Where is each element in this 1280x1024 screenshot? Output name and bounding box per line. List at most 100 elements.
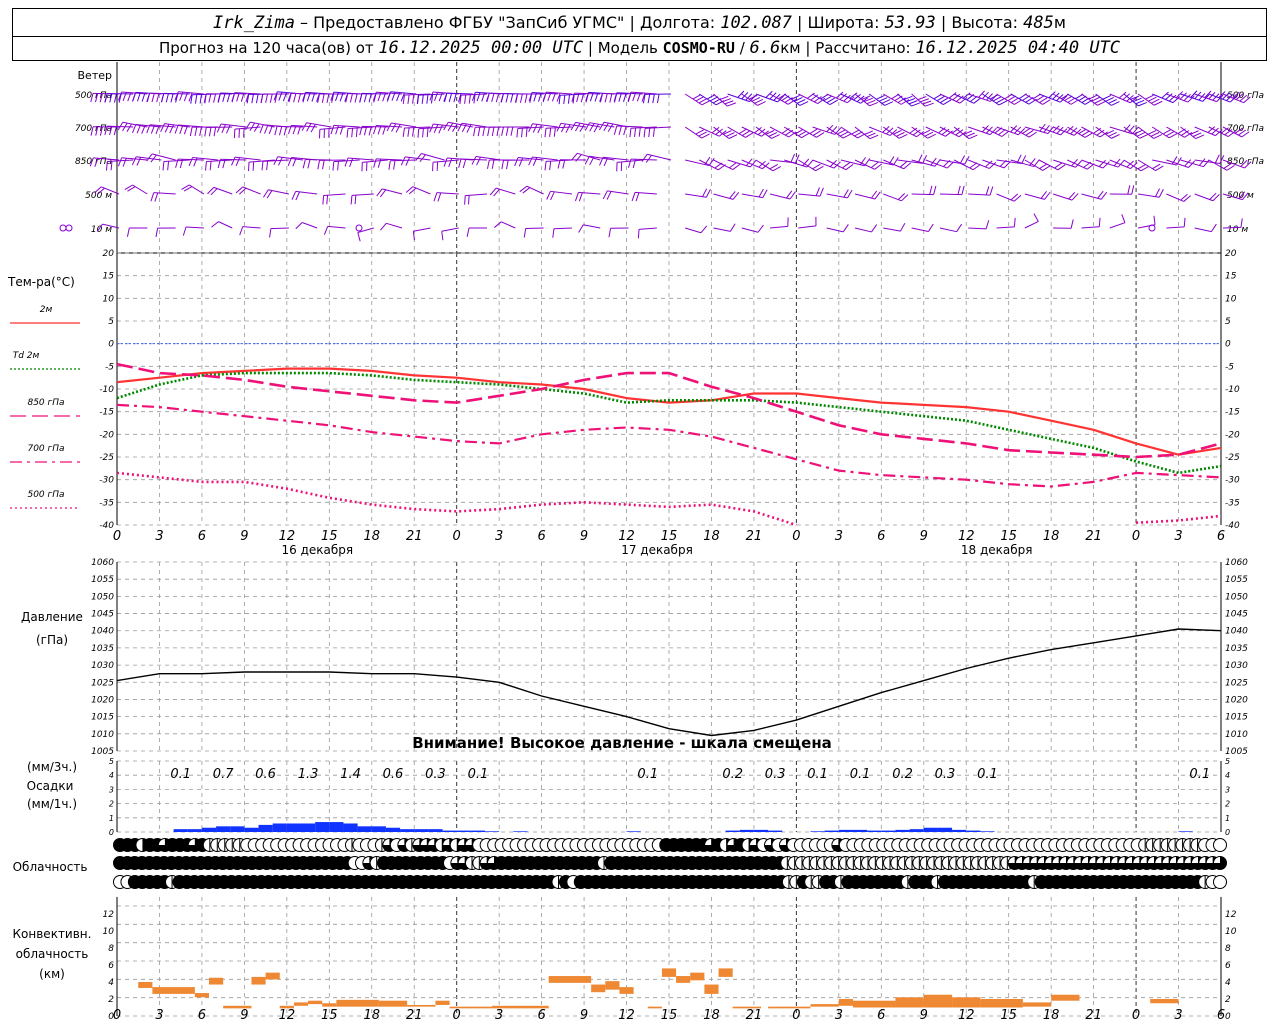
wind-barb-feather (893, 157, 899, 166)
wind-barb (177, 158, 204, 161)
wind-barb-feather (528, 92, 533, 102)
wind-barb-feather (99, 126, 103, 136)
conv-bar (251, 976, 266, 985)
wind-barb-feather (870, 190, 878, 199)
wind-barb-feather (363, 93, 368, 103)
wind-barb-feather (930, 157, 937, 166)
wind-barb-feather (322, 160, 325, 170)
wind-barb-feather (1165, 93, 1173, 100)
wind-barb-feather (238, 187, 247, 195)
cloud-title: Облачность (13, 860, 88, 874)
wind-barb-feather (945, 130, 953, 137)
wind-barb-feather (199, 126, 202, 137)
wind-barb (1038, 159, 1059, 171)
model-label: Модель (597, 39, 658, 57)
wind-barb-feather (830, 126, 838, 134)
wind-barb-feather (538, 92, 542, 102)
wind-barb-feather (239, 226, 244, 236)
wind-barb-feather (437, 192, 442, 202)
wind-barb (102, 223, 120, 229)
wind-barb-feather (181, 184, 190, 190)
wind-barbs (59, 90, 1252, 242)
y-tick-label-left: 1015 (91, 713, 114, 723)
wind-barb-feather (1007, 95, 1016, 102)
wind-barb-feather (357, 232, 361, 242)
y-tick-label-left: 1025 (91, 678, 114, 688)
wind-barb-feather (847, 96, 855, 104)
wind-barb-feather (1029, 158, 1036, 166)
wind-barb-feather (210, 188, 218, 196)
wind-barb-feather (871, 224, 878, 233)
wind-barb-feather (1137, 163, 1147, 170)
wind-barb-feather (221, 124, 226, 134)
wind-barb-feather (307, 159, 311, 169)
wind-barb (327, 225, 346, 229)
wind-barb-feather (311, 92, 316, 102)
wind-barb-feather (933, 93, 942, 100)
wind-barb (218, 221, 233, 229)
legend-label: 500 гПа (27, 490, 64, 500)
wind-barb-feather (706, 94, 716, 100)
wind-barb-feather (1168, 94, 1177, 102)
y-tick-label-right: 1040 (1225, 627, 1248, 637)
wind-barb-feather (579, 123, 585, 133)
wind-barb-feather (1140, 165, 1150, 172)
precip-3h-label: 0.2 (892, 767, 913, 782)
wind-barb-feather (317, 160, 320, 170)
wind-barb-feather (576, 93, 580, 103)
wind-barb-feather (124, 184, 133, 190)
wind-barb (583, 224, 601, 229)
wind-barb-feather (448, 93, 453, 103)
wind-barb-feather (288, 93, 292, 103)
wind-level-label-left: 700 гПа (75, 124, 112, 134)
wind-barb-feather (732, 163, 741, 170)
wind-barb-feather (988, 162, 997, 169)
wind-barb-feather (1035, 95, 1045, 102)
wind-barb-feather (141, 125, 146, 134)
wind-barb-feather (901, 194, 909, 202)
wind-barb-feather (567, 94, 570, 104)
wind-barb-feather (546, 191, 551, 200)
wind-barb-feather (326, 195, 329, 205)
wind-barb-feather (966, 132, 975, 138)
wind-barb-feather (1113, 158, 1121, 167)
wind-barb-feather (1220, 127, 1229, 134)
wind-barb-feather (1091, 96, 1100, 102)
y-tick-label-left: -5 (105, 362, 114, 372)
wind-barb-feather (737, 90, 745, 98)
wind-barb-feather (438, 124, 443, 134)
wind-barb-feather (190, 94, 193, 104)
wind-barb-feather (351, 128, 354, 138)
wind-barb-feather (928, 223, 934, 232)
model-name: COSMO-RU (662, 39, 735, 57)
precip-3h-label: 0.6 (383, 767, 404, 782)
wind-barb-feather (769, 164, 778, 170)
wind-barb-feather (500, 93, 504, 103)
wind-barb-feather (1161, 91, 1169, 99)
wind-barb-feather (989, 94, 999, 100)
conv-bar (732, 1006, 761, 1009)
wind-barb-feather (453, 93, 457, 103)
wind-level-label-left: 500 гПа (75, 91, 112, 101)
header-box: Irk_Zima – Предоставлено ФГБУ "ЗапСиб УГ… (12, 8, 1267, 61)
wind-barb-feather (278, 92, 283, 101)
wind-barb (412, 186, 431, 195)
wind-barb-feather (1175, 91, 1184, 99)
wind-barb-feather (204, 127, 207, 137)
wind-barb-feather (269, 93, 273, 103)
precip-bar (201, 827, 217, 832)
precip-3h-label: 0.1 (850, 767, 871, 782)
x-tick-label: 21 (1085, 529, 1102, 544)
wind-level-label-left: 500 м (85, 191, 112, 201)
wind-barb-feather (1215, 129, 1223, 136)
wind-barb-feather (599, 93, 604, 103)
wind-barb-feather (441, 231, 444, 241)
wind-barb-feather (182, 226, 187, 236)
wind-barb (441, 227, 459, 232)
wind-barb-feather (903, 95, 913, 101)
wind-barb (699, 126, 720, 137)
wind-barb-feather (1212, 194, 1220, 202)
temp-series-0 (116, 367, 1222, 456)
wind-barb-feather (1056, 126, 1064, 134)
wind-barb-feather (321, 93, 325, 103)
